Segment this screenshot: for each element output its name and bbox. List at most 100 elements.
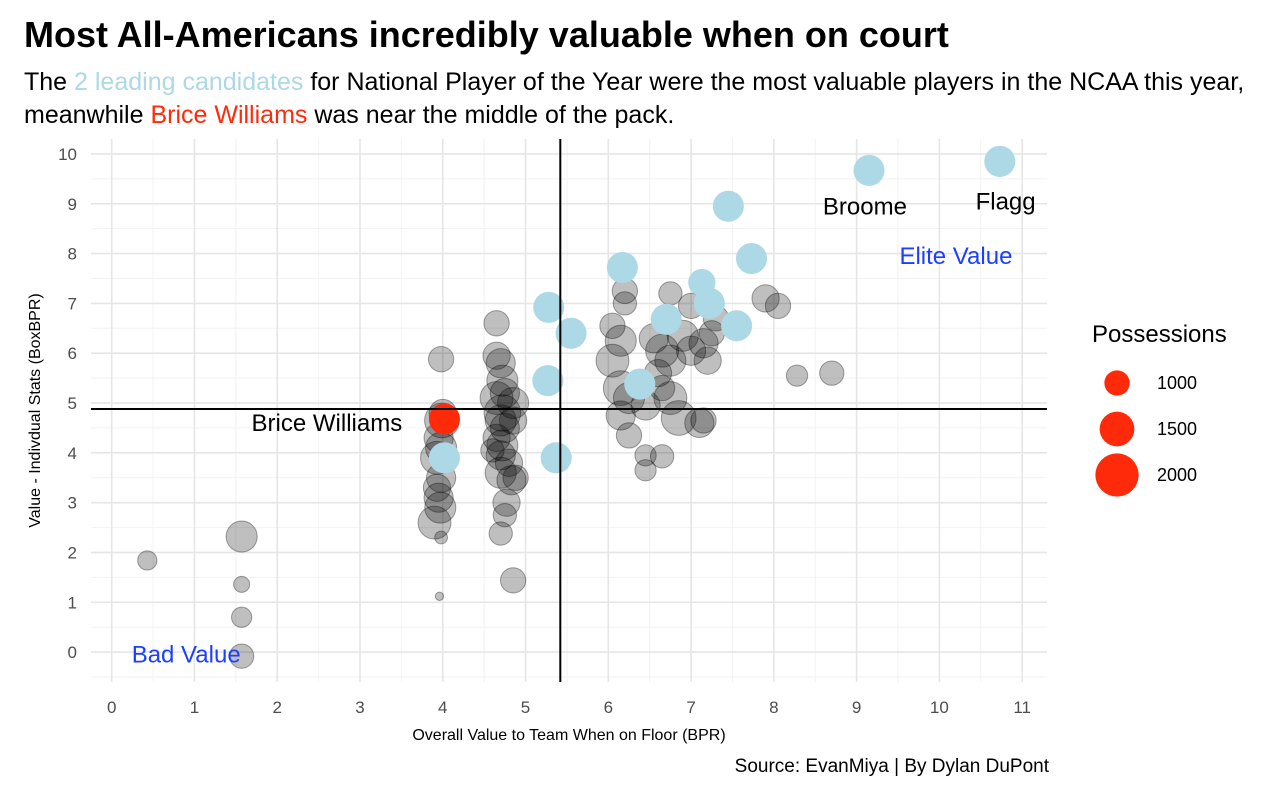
data-point xyxy=(595,343,630,378)
data-point xyxy=(137,550,158,571)
data-point xyxy=(675,335,707,366)
data-point xyxy=(484,404,517,437)
data-point xyxy=(479,381,514,416)
data-point-all-american xyxy=(555,317,587,349)
data-point xyxy=(654,344,687,377)
y-tick-label: 3 xyxy=(68,494,77,513)
data-point xyxy=(483,310,510,337)
x-tick-label: 4 xyxy=(438,698,447,717)
data-point xyxy=(690,407,717,434)
x-tick-label: 5 xyxy=(521,698,530,717)
data-point-all-american xyxy=(853,154,885,186)
data-point xyxy=(634,444,657,467)
data-point xyxy=(764,292,792,320)
data-point-all-american xyxy=(533,291,565,323)
data-point xyxy=(693,346,722,375)
legend-label: 2000 xyxy=(1157,465,1197,485)
y-tick-label: 4 xyxy=(68,444,77,463)
data-point-all-american xyxy=(712,190,744,222)
legend-label: 1500 xyxy=(1157,419,1197,439)
data-point xyxy=(228,643,255,669)
data-point xyxy=(225,520,258,553)
data-point xyxy=(502,464,529,491)
annotation-label: Elite Value xyxy=(899,243,1012,270)
chart-subtitle: The 2 leading candidates for National Pl… xyxy=(24,66,1264,132)
data-point xyxy=(423,482,454,513)
data-point xyxy=(484,456,517,489)
data-point xyxy=(486,364,519,397)
data-point-all-american xyxy=(984,145,1016,177)
data-point xyxy=(485,348,516,379)
data-point xyxy=(688,328,719,359)
annotation-label: Broome xyxy=(823,193,907,220)
data-point xyxy=(499,567,527,594)
data-point-all-american xyxy=(721,310,753,342)
data-point-all-american xyxy=(735,243,768,275)
x-tick-label: 2 xyxy=(272,698,281,717)
data-point xyxy=(492,488,521,517)
data-point xyxy=(233,575,251,593)
data-point xyxy=(489,412,520,444)
data-point xyxy=(434,591,445,601)
data-point xyxy=(634,459,657,482)
data-point-all-american xyxy=(624,368,656,400)
y-tick-label: 5 xyxy=(68,394,77,413)
y-axis-label: Value - Indivdual Stats (BoxBPR) xyxy=(27,293,44,527)
x-tick-label: 1 xyxy=(190,698,199,717)
legend-key xyxy=(1099,411,1135,447)
data-point xyxy=(751,284,780,313)
data-point xyxy=(612,291,638,316)
data-point-all-american xyxy=(540,442,572,474)
x-axis-label: Overall Value to Team When on Floor (BPR… xyxy=(412,727,725,744)
data-point xyxy=(649,444,675,469)
x-tick-label: 0 xyxy=(107,698,116,717)
y-tick-label: 8 xyxy=(68,245,77,264)
data-point xyxy=(658,281,683,306)
data-point-all-american xyxy=(693,287,725,319)
data-point xyxy=(497,386,530,420)
data-point xyxy=(492,502,518,528)
x-tick-label: 8 xyxy=(769,698,778,717)
legend-key xyxy=(1095,453,1139,497)
data-point xyxy=(819,360,845,386)
data-point-all-american xyxy=(428,442,460,474)
x-tick-label: 11 xyxy=(1013,698,1031,717)
data-point xyxy=(599,312,626,339)
annotation-label: Bad Value xyxy=(132,642,241,669)
data-point xyxy=(785,364,809,387)
data-point xyxy=(496,465,527,496)
data-point xyxy=(422,473,452,502)
y-tick-label: 7 xyxy=(68,294,77,313)
data-point-brice-williams xyxy=(428,403,460,435)
y-tick-label: 2 xyxy=(68,543,77,562)
subtitle-highlight-brice: Brice Williams xyxy=(150,101,308,129)
data-point xyxy=(480,438,505,463)
data-point xyxy=(653,381,688,416)
legend-key xyxy=(1104,370,1130,396)
x-tick-label: 10 xyxy=(930,698,949,717)
y-tick-label: 0 xyxy=(68,643,77,662)
data-point xyxy=(483,394,522,432)
subtitle-highlight-candidates: 2 leading candidates xyxy=(74,68,304,96)
data-point xyxy=(494,448,524,477)
data-point xyxy=(488,521,513,546)
data-point xyxy=(231,606,253,628)
data-point xyxy=(486,429,519,462)
x-tick-label: 7 xyxy=(686,698,695,717)
y-tick-label: 1 xyxy=(68,593,77,612)
data-point xyxy=(424,491,457,524)
data-point xyxy=(417,505,452,540)
subtitle-text-1: The xyxy=(24,68,75,96)
data-point xyxy=(498,406,528,435)
data-point xyxy=(427,346,455,373)
data-point-all-american xyxy=(650,303,682,335)
data-point xyxy=(615,422,643,449)
annotation-label: Brice Williams xyxy=(252,410,403,437)
y-tick-label: 9 xyxy=(68,195,77,214)
subtitle-text-3: was near the middle of the pack. xyxy=(307,101,675,129)
legend-label: 1000 xyxy=(1157,373,1197,393)
x-tick-label: 9 xyxy=(852,698,861,717)
subtitle-text-2: for National Player of the Year were the… xyxy=(24,68,1245,129)
data-point xyxy=(604,324,637,357)
